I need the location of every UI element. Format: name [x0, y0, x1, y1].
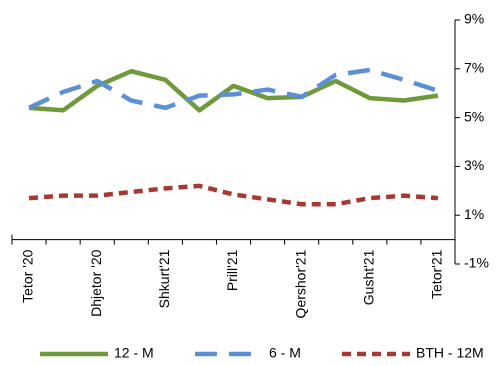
y-tick-label: 9%	[464, 11, 484, 27]
y-tick-label: 1%	[464, 206, 484, 222]
series-line	[28, 68, 439, 113]
x-tick-label: Dhjetor '20	[88, 249, 104, 316]
legend-label: 6 - M	[269, 345, 301, 361]
series-line	[28, 67, 439, 111]
x-tick-label: Shkurt'21	[156, 249, 172, 308]
x-tick-label: Qershor'21	[292, 249, 308, 318]
x-tick-label: Tetor'21	[429, 249, 445, 299]
legend-label: BTH - 12M	[416, 345, 484, 361]
series-line	[28, 183, 439, 207]
y-tick-label: -1%	[464, 255, 489, 271]
y-tick-label: 7%	[464, 60, 484, 76]
x-tick-label: Gusht'21	[361, 249, 377, 305]
legend-label: 12 - M	[114, 345, 154, 361]
x-tick-label: Prill'21	[224, 249, 240, 291]
y-tick-label: 5%	[464, 108, 484, 124]
y-tick-label: 3%	[464, 157, 484, 173]
x-tick-label: Tetor '20	[20, 249, 36, 302]
